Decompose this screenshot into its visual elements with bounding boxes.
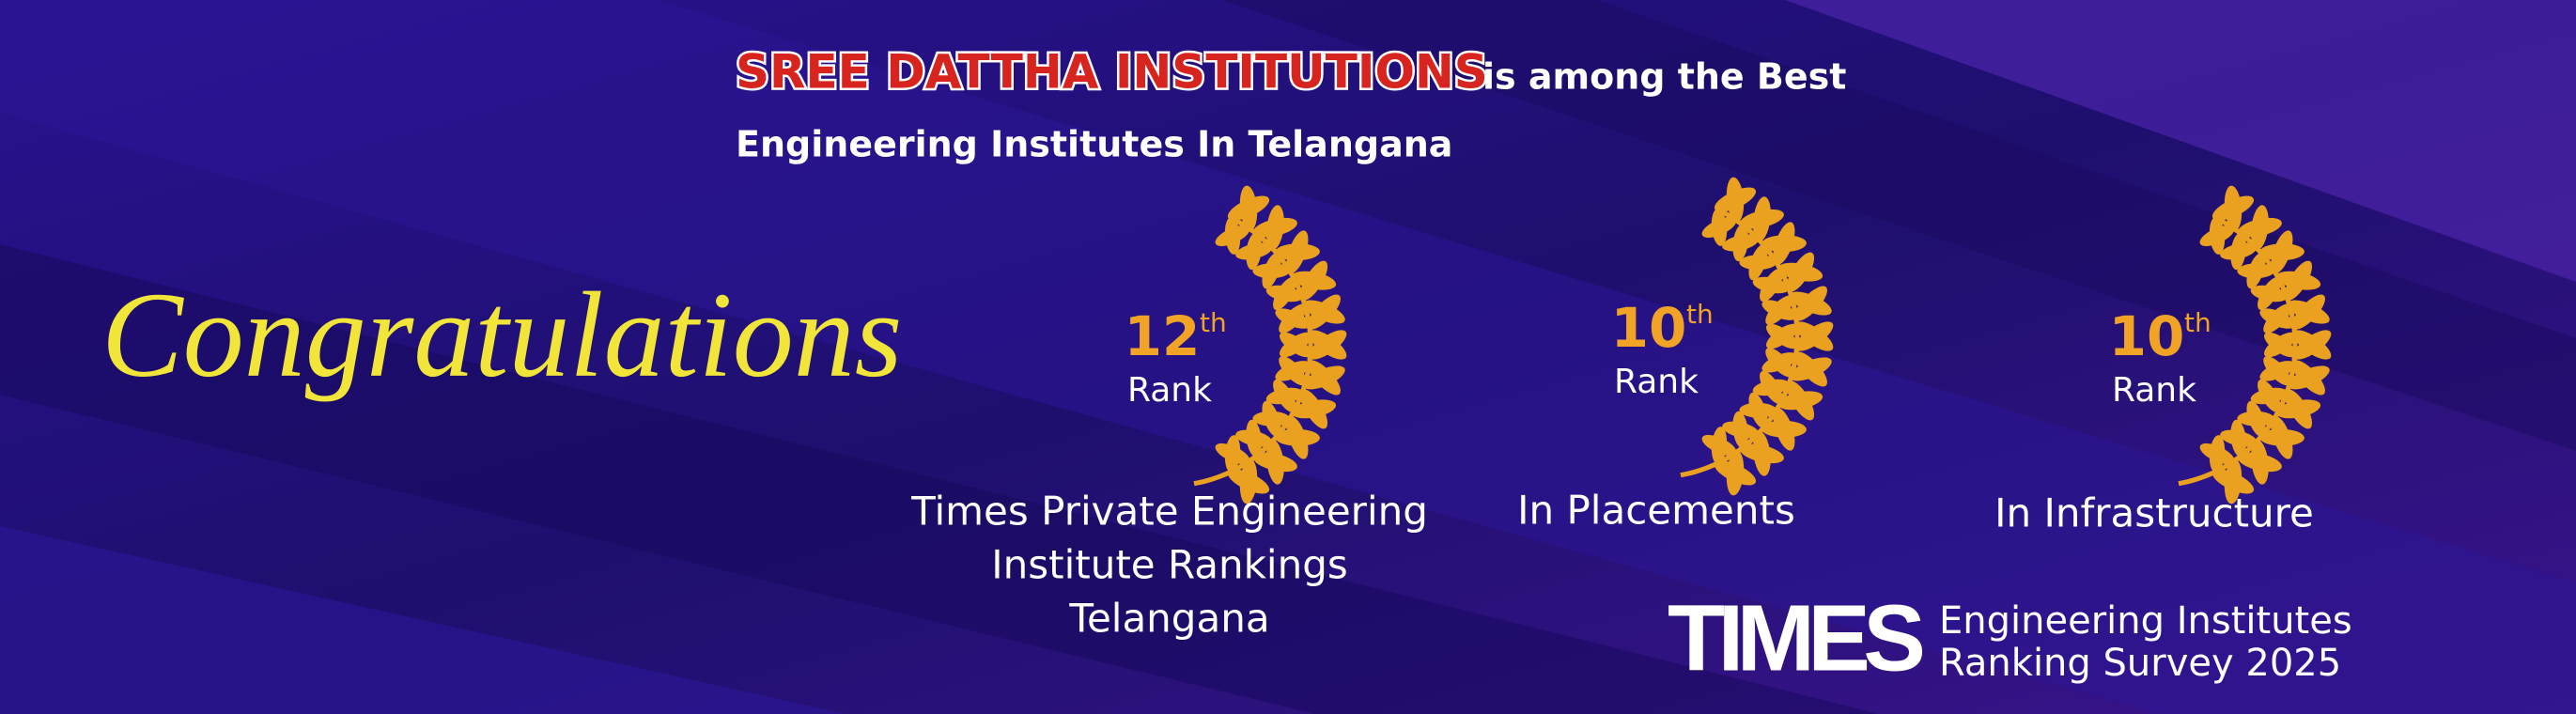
leaf — [1235, 429, 1273, 447]
leaf — [1777, 262, 1823, 282]
footer-text: Ranking Survey 2025 — [1939, 642, 2341, 685]
leaf — [1748, 244, 1768, 281]
leaf — [1701, 434, 1737, 457]
leaf — [1252, 411, 1291, 427]
award-caption: In Placements — [1517, 488, 1795, 534]
leaf — [1765, 323, 1799, 349]
leaf — [1279, 332, 1312, 358]
stripe — [1785, 0, 2576, 282]
rank-number: 10 — [2109, 304, 2185, 368]
award-caption: Times Private Engineering — [910, 489, 1428, 535]
rank-number: 10 — [1611, 296, 1687, 360]
leaf — [2275, 271, 2321, 290]
leaf — [2237, 217, 2282, 238]
rank-suffix: th — [2184, 307, 2211, 338]
leaf — [1299, 389, 1328, 429]
leaf — [2263, 303, 2291, 334]
leaf — [1246, 232, 1262, 271]
leaf — [2263, 332, 2297, 358]
leaf — [1773, 407, 1795, 451]
leaf — [1726, 450, 1745, 496]
leaf — [2220, 429, 2258, 447]
leaf — [1215, 442, 1250, 465]
leaf — [2291, 360, 2325, 396]
leaf — [1275, 361, 1311, 381]
leaf — [2224, 458, 2242, 504]
leaf — [1786, 380, 1815, 421]
leaf — [2259, 361, 2295, 381]
stripe — [0, 526, 846, 714]
rank-number: 12 — [1125, 304, 1201, 368]
leaf — [2284, 389, 2313, 429]
leaf — [1722, 421, 1760, 439]
leaf — [2199, 442, 2235, 465]
leaf — [1739, 402, 1777, 418]
leaf — [1308, 330, 1347, 360]
stripe — [0, 244, 1879, 714]
leaf — [1307, 360, 1341, 396]
leaf — [2258, 276, 2281, 311]
leaf — [2211, 195, 2255, 221]
leaf — [2287, 300, 2330, 324]
leaf — [1279, 303, 1307, 334]
leaf — [1262, 253, 1281, 289]
leaf — [1224, 217, 1241, 255]
rank-label: Rank — [1127, 371, 1212, 410]
leaf — [1761, 235, 1807, 253]
greeting: Congratulations — [101, 268, 902, 403]
leaf — [1714, 187, 1757, 212]
leaf — [2251, 440, 2269, 485]
laurel — [2178, 185, 2332, 504]
leaf — [1794, 321, 1834, 351]
leaf — [1227, 195, 1270, 221]
leaf — [1302, 300, 1345, 324]
rank-suffix: th — [1686, 299, 1714, 330]
leaf — [2237, 411, 2275, 427]
rank-suffix: th — [1200, 307, 1227, 338]
leaf — [2230, 232, 2246, 271]
leaf — [1761, 352, 1797, 373]
leaf — [1760, 268, 1783, 303]
leaf — [1753, 431, 1771, 476]
leaf — [2250, 387, 2289, 405]
footer-brand: TIMES — [1668, 585, 1926, 691]
leaf — [1273, 276, 1296, 311]
rank-label: Rank — [1614, 363, 1699, 401]
leaf — [2246, 253, 2266, 289]
headline-text: is among the Best — [1482, 56, 1846, 98]
rank-label: Rank — [2112, 371, 2196, 410]
leaf — [1793, 351, 1827, 387]
leaf — [1291, 271, 1337, 290]
laurel — [1680, 177, 1834, 496]
leaf — [1266, 440, 1284, 485]
leaf — [1711, 209, 1728, 246]
leaf — [2258, 243, 2304, 261]
stripe — [1221, 0, 2576, 451]
leaf — [1286, 415, 1309, 459]
award-caption: In Infrastructure — [1994, 490, 2314, 536]
leaf — [2271, 415, 2293, 459]
leaf — [1252, 217, 1297, 238]
institution-name: SREE DATTHA INSTITUTIONS — [736, 45, 1488, 100]
award-caption: Telangana — [1068, 596, 1269, 642]
headline-text: Engineering Institutes In Telangana — [736, 124, 1452, 165]
laurel — [1193, 185, 1347, 504]
leaf — [1274, 243, 1320, 261]
award-caption: Institute Rankings — [991, 542, 1348, 588]
leaf — [2292, 330, 2332, 360]
leaf — [1765, 295, 1793, 325]
leaf — [1739, 209, 1784, 229]
leaf — [1752, 379, 1791, 396]
leaf — [1789, 291, 1832, 316]
leaf — [1265, 387, 1304, 405]
footer-text: Engineering Institutes — [1939, 599, 2352, 643]
leaf — [1732, 224, 1748, 262]
leaf — [2209, 217, 2226, 255]
leaf — [1239, 458, 1258, 504]
